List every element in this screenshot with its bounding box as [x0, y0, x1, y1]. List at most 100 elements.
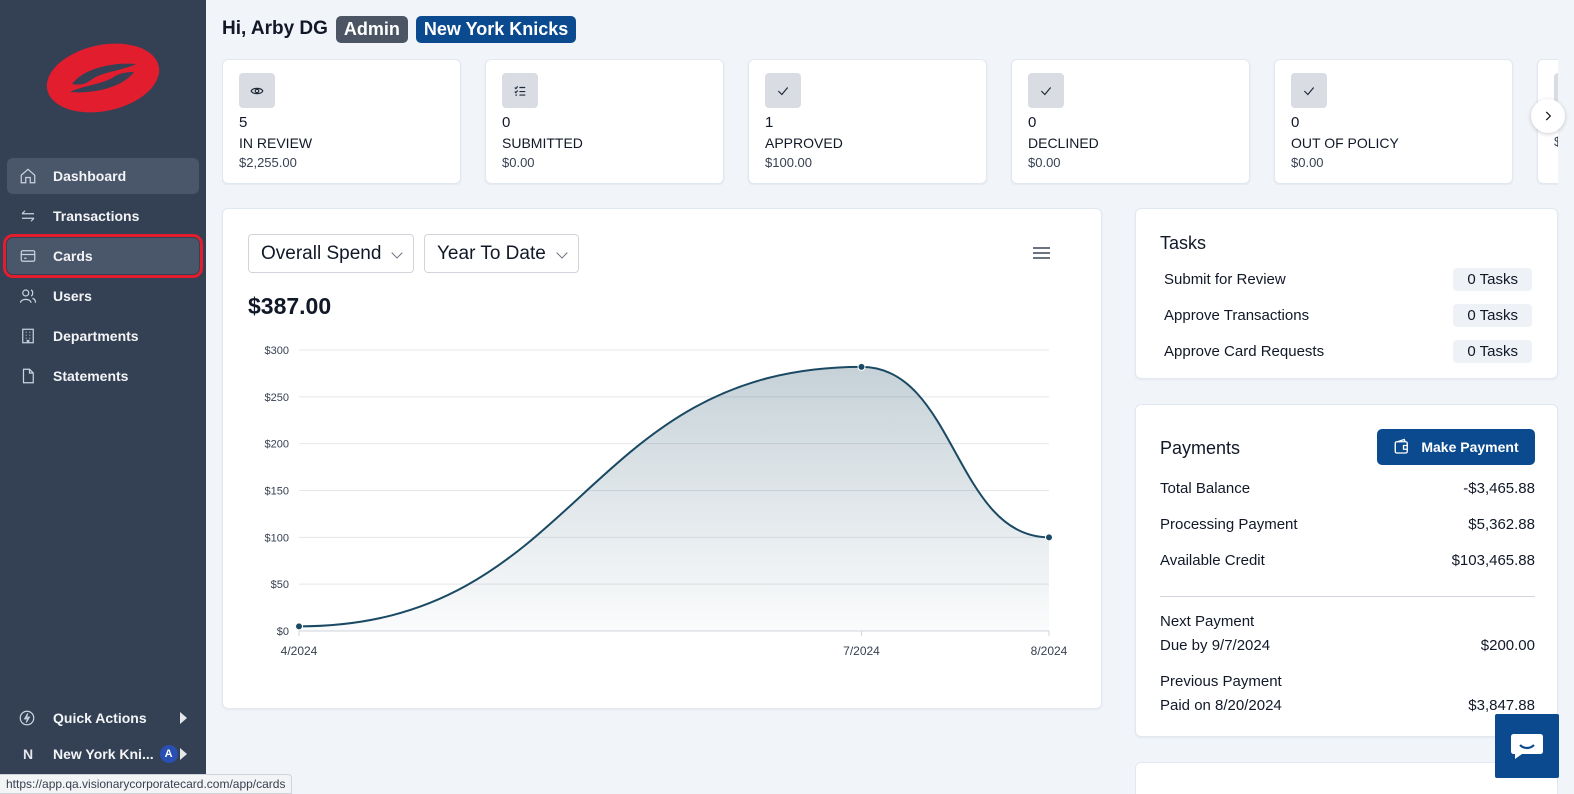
next-payment-due: Due by 9/7/2024 — [1160, 637, 1271, 654]
sidebar-nav: Dashboard Transactions Cards Users Depar… — [3, 158, 203, 398]
company-logo[interactable] — [44, 40, 162, 116]
team-badge: New York Knicks — [415, 15, 577, 43]
available-credit-row: Available Credit $103,465.88 — [1160, 552, 1535, 569]
quick-actions-menu[interactable]: Quick Actions — [7, 703, 199, 733]
sidebar: Dashboard Transactions Cards Users Depar… — [0, 0, 206, 794]
period-value: Year To Date — [437, 242, 546, 264]
lightning-icon — [18, 709, 38, 727]
stat-label: IN REVIEW — [239, 135, 313, 151]
partial-card-below — [1135, 762, 1558, 794]
task-count: 0 Tasks — [1453, 339, 1532, 363]
stat-count: 1 — [765, 114, 774, 131]
task-label: Approve Transactions — [1164, 306, 1310, 324]
period-select[interactable]: Year To Date — [424, 234, 579, 273]
stat-count: 5 — [239, 114, 248, 131]
stat-card-out-of-policy[interactable]: 0 OUT OF POLICY $0.00 — [1274, 59, 1513, 184]
stat-amount: $100.00 — [765, 155, 812, 170]
task-count: 0 Tasks — [1453, 267, 1532, 291]
previous-payment-date: Paid on 8/20/2024 — [1160, 697, 1282, 714]
sidebar-item-dashboard[interactable]: Dashboard — [7, 158, 199, 194]
sidebar-item-label: Departments — [53, 328, 139, 344]
next-payment-row: Due by 9/7/2024 $200.00 — [1160, 637, 1535, 654]
task-row-approve-transactions[interactable]: Approve Transactions 0 Tasks — [1164, 302, 1532, 328]
greeting-bar: Hi, Arby DG Admin New York Knicks — [222, 15, 577, 43]
previous-payment-amount: $3,847.88 — [1468, 697, 1535, 714]
previous-payment-row: Paid on 8/20/2024 $3,847.88 — [1160, 697, 1535, 714]
sidebar-item-label: Users — [53, 288, 92, 304]
task-row-submit-review[interactable]: Submit for Review 0 Tasks — [1164, 266, 1532, 292]
check-icon — [1554, 73, 1558, 108]
next-payment-amount: $200.00 — [1480, 637, 1535, 654]
make-payment-label: Make Payment — [1421, 439, 1519, 455]
data-point — [295, 622, 303, 631]
y-tick-label: $200 — [265, 439, 289, 451]
wallet-icon — [1394, 438, 1409, 454]
stat-amount: $2,255.00 — [239, 155, 297, 170]
x-tick-label: 8/2024 — [1031, 644, 1068, 658]
processing-value: $5,362.88 — [1468, 516, 1535, 533]
payments-title: Payments — [1160, 438, 1241, 458]
carousel-next-button[interactable] — [1531, 99, 1565, 133]
credit-card-icon — [18, 246, 38, 266]
org-name: New York Kni... — [53, 746, 154, 762]
series-area — [299, 366, 1049, 631]
sidebar-item-users[interactable]: Users — [7, 278, 199, 314]
sidebar-item-label: Cards — [53, 248, 93, 264]
data-point — [1045, 533, 1053, 542]
org-switcher[interactable]: N New York Kni... A — [7, 739, 199, 769]
processing-label: Processing Payment — [1160, 516, 1298, 533]
chevron-down-icon — [391, 247, 403, 259]
caret-right-icon — [180, 712, 187, 724]
y-tick-label: $100 — [265, 532, 289, 544]
x-tick-label: 4/2024 — [281, 644, 318, 658]
available-credit-label: Available Credit — [1160, 552, 1265, 569]
checklist-icon — [502, 73, 538, 108]
transfer-arrows-icon — [18, 206, 38, 226]
check-icon — [1291, 73, 1327, 108]
sidebar-item-cards[interactable]: Cards — [3, 234, 203, 278]
stat-card-in-review[interactable]: 5 IN REVIEW $2,255.00 — [222, 59, 461, 184]
stat-card-declined[interactable]: 0 DECLINED $0.00 — [1011, 59, 1250, 184]
chevron-right-icon — [1545, 111, 1552, 121]
next-payment-heading: Next Payment — [1160, 613, 1535, 630]
stat-card-submitted[interactable]: 0 SUBMITTED $0.00 — [485, 59, 724, 184]
payments-card: Payments Make Payment Total Balance -$3,… — [1135, 404, 1558, 737]
stat-amount: $0.00 — [502, 155, 535, 170]
task-row-approve-card-requests[interactable]: Approve Card Requests 0 Tasks — [1164, 338, 1532, 364]
sidebar-item-transactions[interactable]: Transactions — [7, 198, 199, 234]
stat-label: SUBMITTED — [502, 135, 583, 151]
stat-amount: $0.00 — [1291, 155, 1324, 170]
y-tick-label: $0 — [277, 626, 289, 638]
eye-icon — [239, 73, 275, 108]
caret-right-icon — [180, 748, 187, 760]
sidebar-item-statements[interactable]: Statements — [7, 358, 199, 394]
sidebar-item-departments[interactable]: Departments — [7, 318, 199, 354]
status-bar-url: https://app.qa.visionarycorporatecard.co… — [0, 774, 293, 794]
previous-payment-label: Previous Payment — [1160, 673, 1282, 690]
divider — [1160, 596, 1535, 597]
stat-count: 0 — [1291, 114, 1300, 131]
y-tick-label: $50 — [271, 579, 289, 591]
task-label: Approve Card Requests — [1164, 342, 1325, 360]
sidebar-item-label: Dashboard — [53, 168, 127, 184]
quick-actions-label: Quick Actions — [53, 710, 147, 726]
make-payment-button[interactable]: Make Payment — [1377, 429, 1535, 465]
tasks-card: Tasks Submit for Review 0 Tasks Approve … — [1135, 208, 1558, 379]
chevron-down-icon — [556, 247, 568, 259]
stat-amount: $ — [1554, 134, 1558, 149]
spend-chart-card: Overall Spend Year To Date $387.00 $0 $50… — [222, 208, 1102, 709]
stat-count: 0 — [1028, 114, 1037, 131]
total-balance-row: Total Balance -$3,465.88 — [1160, 480, 1535, 497]
sidebar-item-label: Transactions — [53, 208, 140, 224]
x-tick-label: 7/2024 — [843, 644, 880, 658]
org-initial: N — [22, 746, 34, 762]
stat-card-approved[interactable]: 1 APPROVED $100.00 — [748, 59, 987, 184]
task-count: 0 Tasks — [1453, 303, 1532, 327]
data-point — [857, 362, 866, 371]
role-badge: Admin — [335, 15, 408, 43]
chat-support-button[interactable] — [1495, 714, 1559, 778]
spend-type-select[interactable]: Overall Spend — [248, 234, 414, 273]
hamburger-menu-icon[interactable] — [1033, 247, 1050, 259]
stat-label: OUT OF POLICY — [1291, 135, 1399, 151]
series-line — [298, 365, 1050, 628]
